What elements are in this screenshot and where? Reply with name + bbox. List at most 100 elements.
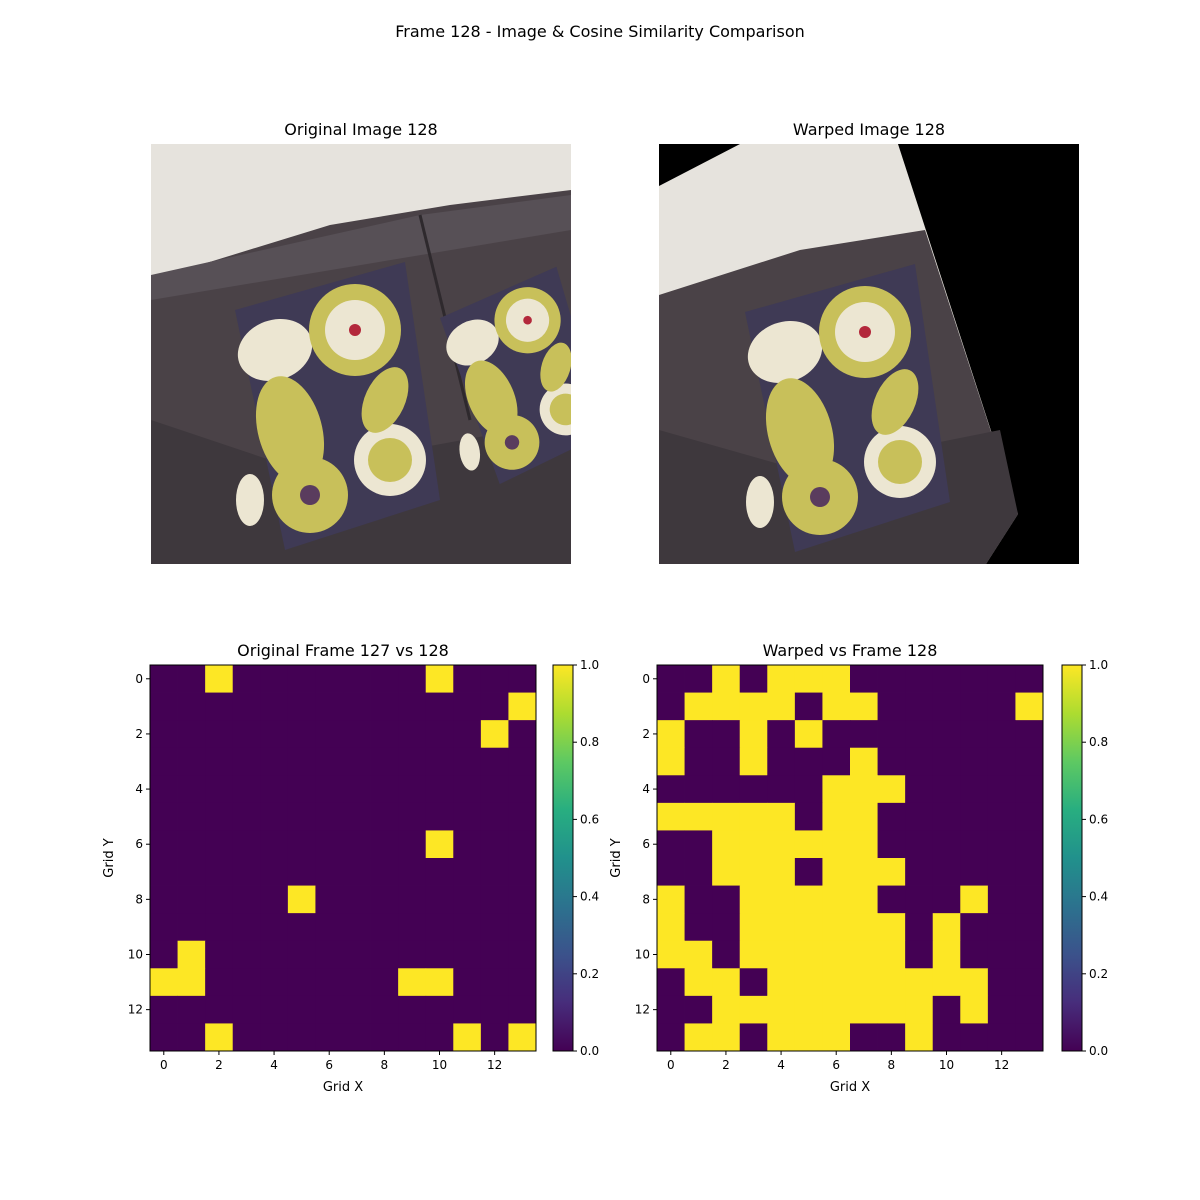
original-image-panel: Original Image 128 [151, 120, 571, 564]
y-axis-label: Grid Y [609, 838, 624, 877]
heatmap-cell [260, 913, 289, 942]
heatmap-cell [398, 720, 427, 749]
x-tick-label: 6 [832, 1058, 840, 1072]
heatmap-cell [370, 913, 399, 942]
heatmap-cell [794, 940, 823, 969]
heatmap-cell [712, 940, 741, 969]
colorbar-tick-label: 1.0 [1089, 658, 1108, 672]
heatmap-cell [684, 747, 713, 776]
heatmap-cell [794, 1023, 823, 1052]
heatmap-cell [905, 720, 934, 749]
heatmap-cell [1015, 968, 1044, 997]
colorbar-tick-label: 0.8 [580, 735, 599, 749]
heatmap-cell [398, 1023, 427, 1052]
heatmap-cell [877, 995, 906, 1024]
heatmap-cell [1015, 720, 1044, 749]
heatmap-cell [343, 802, 371, 831]
heatmap-cell [767, 1023, 796, 1052]
heatmap-cell [343, 885, 371, 914]
heatmap-cell [260, 665, 289, 693]
heatmap-cell [850, 747, 878, 776]
heatmap-cell [960, 802, 989, 831]
heatmap-cell [453, 885, 482, 914]
heatmap-cell [480, 995, 509, 1024]
heatmap-cell [398, 692, 427, 721]
heatmap-cell [260, 830, 289, 859]
heatmap-cell [877, 968, 906, 997]
heatmap-cell [343, 940, 371, 969]
heatmap-cell [508, 802, 537, 831]
heatmap-cell [1015, 692, 1044, 721]
heatmap-cell [232, 692, 261, 721]
heatmap-cell [905, 665, 934, 693]
heatmap-cell [960, 913, 989, 942]
heatmap-cell [398, 802, 427, 831]
heatmap-cell [232, 830, 261, 859]
heatmap-cell [932, 885, 961, 914]
heatmap-cell [767, 830, 796, 859]
heatmap-cell [684, 968, 713, 997]
heatmap-cell [960, 720, 989, 749]
heatmap-cell [287, 940, 316, 969]
heatmap-cell [260, 802, 289, 831]
heatmap-cell [657, 858, 685, 886]
heatmap-cell [232, 747, 261, 776]
heatmap-cell [370, 802, 399, 831]
heatmap-cell [822, 1023, 851, 1052]
heatmap-cell [767, 968, 796, 997]
heatmap-cell [480, 913, 509, 942]
heatmap-cell [960, 1023, 989, 1052]
heatmap-cell [794, 802, 823, 831]
heatmap-cell [1015, 995, 1044, 1024]
heatmap-cell [480, 1023, 509, 1052]
heatmap-cell [508, 968, 537, 997]
heatmap-cell [260, 858, 289, 886]
heatmap-cell [425, 995, 454, 1024]
heatmap-cell [657, 885, 685, 914]
heatmap-cell [712, 802, 741, 831]
heatmap-cell [767, 720, 796, 749]
heatmap-cell [987, 830, 1016, 859]
heatmap-cell [987, 720, 1016, 749]
heatmap-cell [657, 968, 685, 997]
heatmap-cell [987, 858, 1016, 886]
heatmap-cell [315, 692, 344, 721]
heatmap-cell [315, 830, 344, 859]
heatmap-cell [287, 802, 316, 831]
heatmap-cell [370, 968, 399, 997]
heatmap-cell [315, 858, 344, 886]
heatmap-cell [343, 775, 371, 804]
heatmap-cell [987, 665, 1016, 693]
heatmap-cell [657, 775, 685, 804]
heatmap-cell [877, 692, 906, 721]
heatmap-cell [767, 747, 796, 776]
heatmap-cell [932, 1023, 961, 1052]
heatmap-cell [794, 775, 823, 804]
colorbar-tick-label: 0.4 [580, 890, 599, 904]
heatmap-cell [508, 692, 537, 721]
heatmap-cell [232, 968, 261, 997]
y-axis-label: Grid Y [102, 838, 117, 877]
heatmap-cell [287, 858, 316, 886]
heatmap-cell [767, 775, 796, 804]
heatmap-cell [398, 830, 427, 859]
heatmap-cell [684, 802, 713, 831]
heatmap-cell [712, 858, 741, 886]
heatmap-cell [177, 720, 206, 749]
heatmap-cell [370, 775, 399, 804]
heatmap-cell [453, 858, 482, 886]
heatmap-cell [960, 995, 989, 1024]
figure-title: Frame 128 - Image & Cosine Similarity Co… [395, 22, 805, 41]
heatmap-cell [150, 940, 178, 969]
heatmap-cell [712, 720, 741, 749]
heatmap-cell [260, 940, 289, 969]
heatmap-cell [739, 775, 768, 804]
heatmap-cell [343, 830, 371, 859]
heatmap-cell [205, 692, 234, 721]
heatmap-cell [905, 802, 934, 831]
heatmap-cell [177, 1023, 206, 1052]
heatmap-cell [684, 858, 713, 886]
heatmap-cell [425, 968, 454, 997]
heatmap-cell [905, 885, 934, 914]
heatmap-cell [905, 830, 934, 859]
